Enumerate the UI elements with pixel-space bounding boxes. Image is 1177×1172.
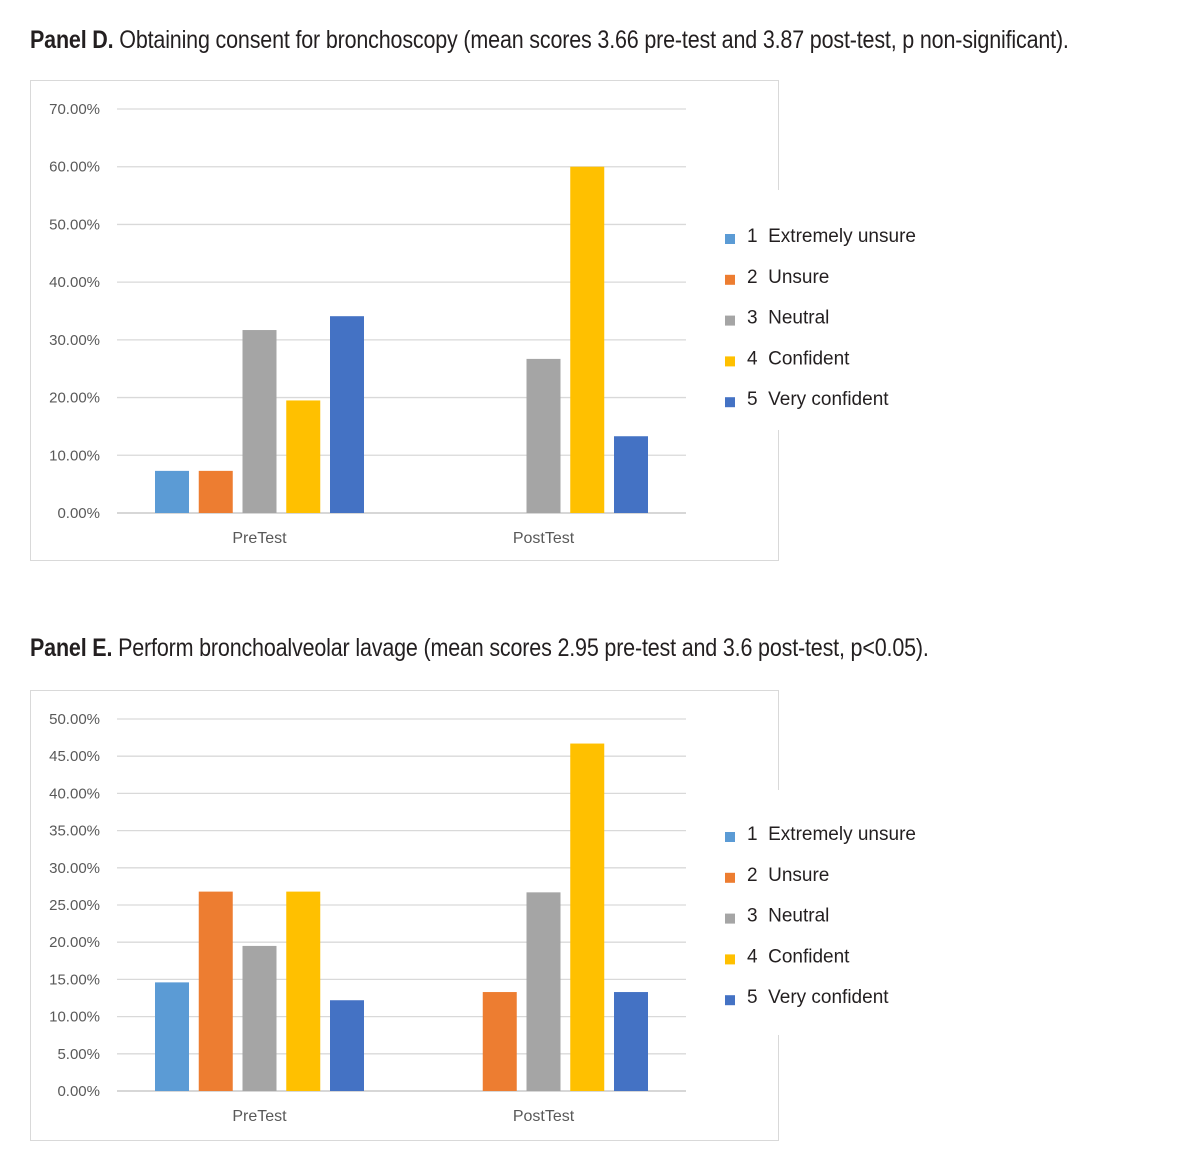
legend-swatch: [725, 315, 735, 326]
panel-e-label: Panel E.: [30, 634, 113, 662]
panel-e-chart-frame: [30, 690, 779, 1141]
y-tick-label: 40.00%: [49, 274, 100, 291]
y-tick-label: 60.00%: [49, 159, 100, 176]
y-tick-label: 30.00%: [49, 860, 100, 877]
legend-label: 3 Neutral: [747, 308, 829, 329]
bar: [242, 945, 277, 1091]
panel-e-caption: Panel E. Perform bronchoalveolar lavage …: [30, 634, 929, 663]
bar: [330, 1000, 364, 1091]
legend-swatch: [725, 397, 735, 408]
bar: [286, 891, 321, 1091]
y-tick-label: 20.00%: [49, 390, 100, 407]
bar: [198, 470, 233, 513]
y-tick-label: 50.00%: [49, 711, 100, 728]
legend-label: 1 Extremely unsure: [747, 226, 916, 247]
legend-label: 1 Extremely unsure: [747, 824, 916, 845]
y-tick-label: 0.00%: [57, 505, 100, 522]
y-tick-label: 15.00%: [49, 971, 100, 988]
legend-swatch: [725, 832, 735, 842]
y-tick-label: 30.00%: [49, 332, 100, 349]
bar: [526, 892, 561, 1091]
bar: [570, 166, 605, 513]
x-category-label: PostTest: [513, 530, 575, 547]
bar: [526, 358, 561, 513]
y-tick-label: 0.00%: [57, 1083, 100, 1100]
x-category-label: PostTest: [513, 1108, 575, 1125]
legend-swatch: [725, 234, 735, 244]
legend-swatch: [725, 872, 735, 883]
y-tick-label: 50.00%: [49, 216, 100, 233]
bar: [155, 982, 189, 1091]
y-tick-label: 45.00%: [49, 748, 100, 765]
panel-e-title: Perform bronchoalveolar lavage (mean sco…: [118, 634, 929, 662]
x-category-label: PreTest: [232, 1108, 287, 1125]
legend-label: 3 Neutral: [747, 906, 829, 927]
bar: [242, 330, 277, 513]
legend-label: 4 Confident: [747, 946, 850, 967]
legend-label: 5 Very confident: [747, 987, 889, 1008]
legend-label: 4 Confident: [747, 348, 850, 369]
bar: [198, 891, 233, 1091]
legend-swatch: [725, 995, 735, 1006]
bar: [482, 992, 517, 1091]
legend-swatch: [725, 274, 735, 285]
panel-d-chart-frame: [30, 80, 779, 561]
legend-frame-gap: [775, 790, 781, 1035]
legend-label: 2 Unsure: [747, 865, 829, 886]
legend-label: 2 Unsure: [747, 267, 829, 288]
y-tick-label: 70.00%: [49, 101, 100, 118]
panel-d-title: Obtaining consent for bronchoscopy (mean…: [119, 26, 1069, 54]
panel-d-label: Panel D.: [30, 26, 114, 54]
y-tick-label: 35.00%: [49, 823, 100, 840]
bar: [330, 316, 364, 513]
y-tick-label: 5.00%: [57, 1046, 100, 1063]
y-tick-label: 20.00%: [49, 934, 100, 951]
y-tick-label: 10.00%: [49, 447, 100, 464]
legend-swatch: [725, 954, 735, 965]
y-tick-label: 25.00%: [49, 897, 100, 914]
bar: [614, 992, 648, 1091]
bar: [155, 470, 189, 513]
bar: [286, 400, 321, 513]
bar: [570, 743, 605, 1091]
legend-swatch: [725, 356, 735, 367]
y-tick-label: 40.00%: [49, 785, 100, 802]
y-tick-label: 10.00%: [49, 1009, 100, 1026]
legend-swatch: [725, 913, 735, 924]
bar: [614, 436, 648, 513]
legend-frame-gap: [775, 190, 781, 430]
legend-label: 5 Very confident: [747, 389, 889, 410]
x-category-label: PreTest: [232, 530, 287, 547]
panel-d-caption: Panel D. Obtaining consent for bronchosc…: [30, 26, 1069, 55]
